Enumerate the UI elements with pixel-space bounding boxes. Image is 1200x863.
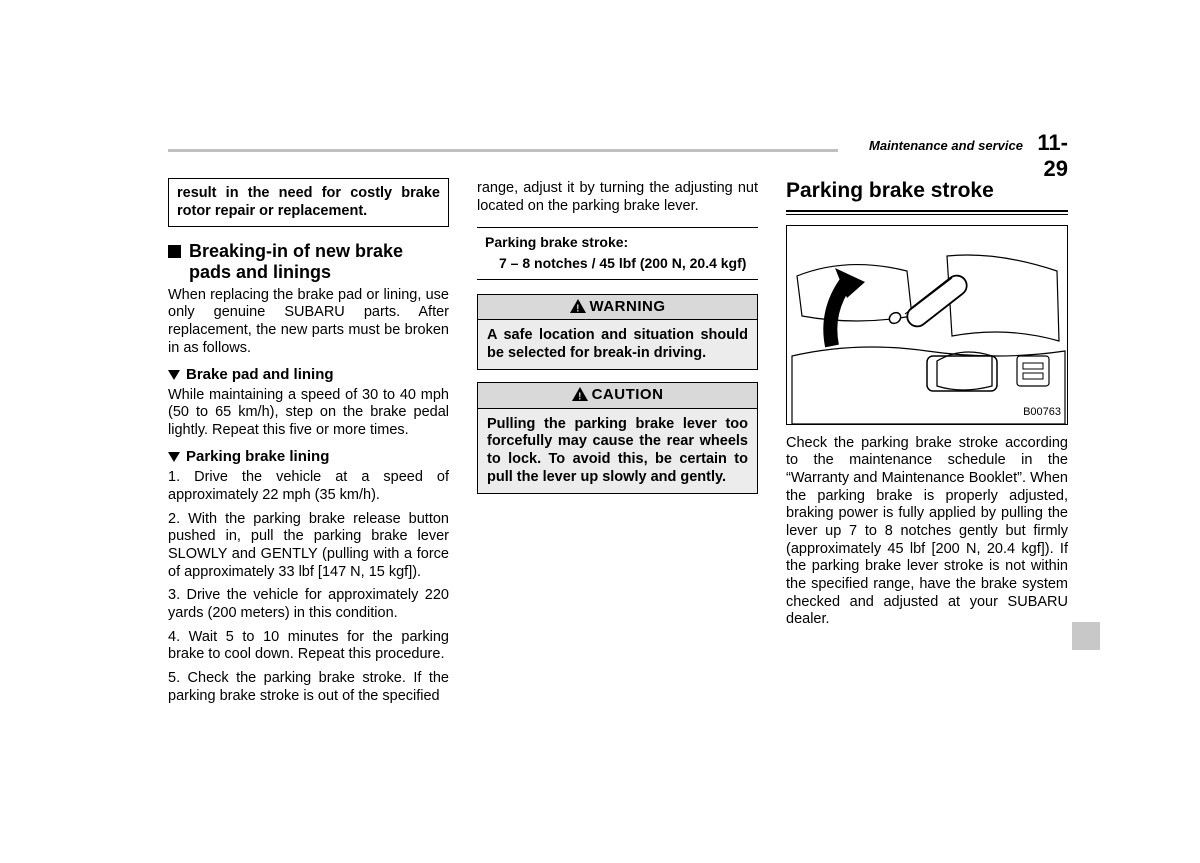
- heading-rule-thick: [786, 210, 1068, 212]
- square-bullet-icon: [168, 245, 181, 258]
- page-content: result in the need for costly brake roto…: [168, 130, 1068, 711]
- warning-icon: !: [570, 299, 586, 313]
- step-5: 5. Check the parking brake stroke. If th…: [168, 670, 449, 705]
- heading-breaking-in: Breaking-in of new brake pads and lining…: [168, 241, 449, 282]
- parking-brake-illustration: [787, 226, 1068, 425]
- caution-icon: !: [572, 387, 588, 401]
- caution-title: CAUTION: [592, 386, 664, 403]
- caution-box: ! CAUTION Pulling the parking brake lever…: [477, 382, 758, 494]
- triangle-bullet-icon: [168, 370, 180, 380]
- svg-text:!: !: [576, 303, 580, 313]
- heading-parking-brake-stroke: Parking brake stroke: [786, 178, 1068, 204]
- heading-rule-thin: [786, 214, 1068, 215]
- side-tab: [1072, 622, 1100, 650]
- brake-pad-text: While maintaining a speed of 30 to 40 mp…: [168, 387, 449, 440]
- spec-label: Parking brake stroke:: [485, 234, 750, 251]
- parking-brake-body: Check the parking brake stroke according…: [786, 435, 1068, 630]
- subheading-text: Brake pad and lining: [186, 366, 334, 384]
- spec-value: 7 – 8 notches / 45 lbf (200 N, 20.4 kgf): [499, 255, 750, 272]
- continuation-text: range, adjust it by turning the adjustin…: [477, 180, 758, 215]
- subheading-text: Parking brake lining: [186, 448, 329, 466]
- warning-title: WARNING: [590, 298, 666, 315]
- column-2: range, adjust it by turning the adjustin…: [477, 178, 758, 711]
- warning-header: ! WARNING: [478, 295, 757, 320]
- step-2: 2. With the parking brake release button…: [168, 511, 449, 582]
- column-1: result in the need for costly brake roto…: [168, 178, 449, 711]
- figure-id: B00763: [1023, 406, 1061, 419]
- heading-text: Breaking-in of new brake pads and lining…: [189, 241, 449, 282]
- step-4: 4. Wait 5 to 10 minutes for the parking …: [168, 629, 449, 664]
- warning-box: ! WARNING A safe location and situation s…: [477, 294, 758, 371]
- parking-brake-figure: B00763: [786, 225, 1068, 425]
- warning-body: A safe location and situation should be …: [478, 320, 757, 369]
- step-1: 1. Drive the vehicle at a speed of appro…: [168, 469, 449, 504]
- svg-text:!: !: [578, 392, 582, 402]
- intro-paragraph: When replacing the brake pad or lining, …: [168, 287, 449, 358]
- subheading-parking-brake: Parking brake lining: [168, 448, 449, 466]
- caution-header: ! CAUTION: [478, 383, 757, 408]
- triangle-bullet-icon: [168, 452, 180, 462]
- spec-box: Parking brake stroke: 7 – 8 notches / 45…: [477, 227, 758, 279]
- continued-note-box: result in the need for costly brake roto…: [168, 178, 449, 227]
- caution-body: Pulling the parking brake lever too forc…: [478, 409, 757, 494]
- column-3: Parking brake stroke: [786, 178, 1068, 711]
- subheading-brake-pad: Brake pad and lining: [168, 366, 449, 384]
- step-3: 3. Drive the vehicle for approximately 2…: [168, 587, 449, 622]
